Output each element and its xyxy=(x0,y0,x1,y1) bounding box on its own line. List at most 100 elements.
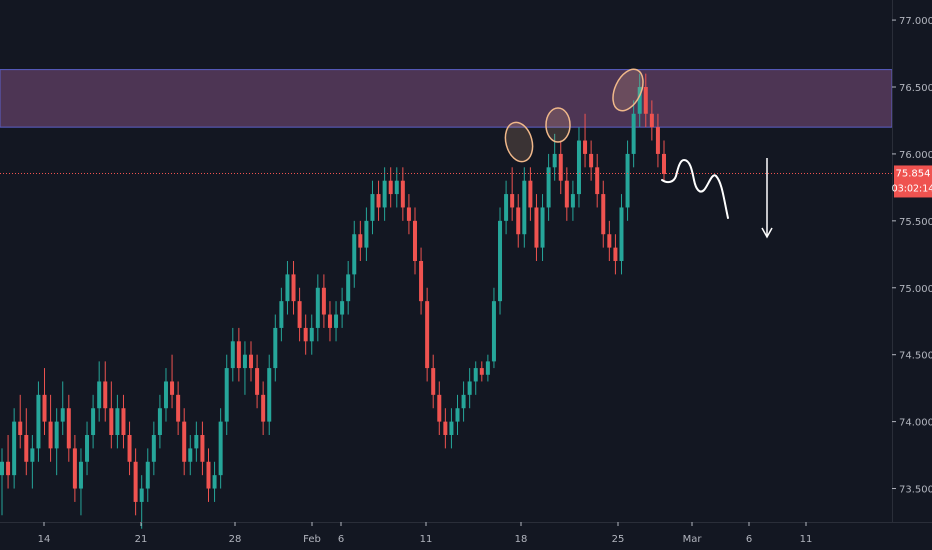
candle-body[interactable] xyxy=(570,194,575,208)
candle-body[interactable] xyxy=(394,180,399,195)
candle-body[interactable] xyxy=(619,207,624,261)
candle-body[interactable] xyxy=(431,368,436,395)
candle-body[interactable] xyxy=(655,127,660,154)
candle-body[interactable] xyxy=(109,408,114,435)
candle-body[interactable] xyxy=(364,220,369,248)
candle-body[interactable] xyxy=(607,234,612,248)
candle-body[interactable] xyxy=(291,274,296,302)
candle-body[interactable] xyxy=(625,153,630,208)
candle-body[interactable] xyxy=(236,341,241,369)
candle-body[interactable] xyxy=(382,180,387,208)
candle-body[interactable] xyxy=(540,207,545,248)
candle-body[interactable] xyxy=(558,153,563,181)
candle-body[interactable] xyxy=(206,461,211,489)
candle-body[interactable] xyxy=(443,421,448,435)
candle-body[interactable] xyxy=(576,140,581,195)
peak-circle-2[interactable] xyxy=(545,107,571,143)
candle-body[interactable] xyxy=(485,361,490,375)
candle-body[interactable] xyxy=(498,220,503,302)
candle-body[interactable] xyxy=(346,274,351,302)
candle-body[interactable] xyxy=(261,394,266,422)
candle-body[interactable] xyxy=(589,153,594,168)
candle-body[interactable] xyxy=(133,461,138,502)
candle-body[interactable] xyxy=(491,301,496,362)
candle-body[interactable] xyxy=(24,435,29,462)
candle-body[interactable] xyxy=(18,421,23,435)
candle-body[interactable] xyxy=(564,180,569,208)
candle-body[interactable] xyxy=(285,274,290,302)
candle-body[interactable] xyxy=(309,327,314,342)
candle-body[interactable] xyxy=(157,408,162,435)
candle-body[interactable] xyxy=(412,220,417,261)
candle-body[interactable] xyxy=(376,194,381,208)
candle-body[interactable] xyxy=(115,408,120,435)
candle-body[interactable] xyxy=(340,301,345,315)
candle-body[interactable] xyxy=(419,261,424,302)
candle-body[interactable] xyxy=(176,394,181,422)
candle-body[interactable] xyxy=(595,167,600,195)
candle-body[interactable] xyxy=(97,381,102,409)
candle-body[interactable] xyxy=(230,341,235,369)
candle-body[interactable] xyxy=(613,247,618,261)
candle-body[interactable] xyxy=(267,368,272,422)
candle-body[interactable] xyxy=(406,207,411,221)
candle-body[interactable] xyxy=(303,327,308,342)
candle-body[interactable] xyxy=(249,354,254,369)
candle-body[interactable] xyxy=(358,234,363,248)
candle-body[interactable] xyxy=(400,180,405,208)
candle-body[interactable] xyxy=(36,394,41,449)
candle-body[interactable] xyxy=(631,113,636,154)
candle-body[interactable] xyxy=(194,435,199,449)
candle-body[interactable] xyxy=(479,368,484,375)
candle-body[interactable] xyxy=(528,180,533,208)
candle-body[interactable] xyxy=(218,421,223,476)
candle-body[interactable] xyxy=(242,354,247,369)
candle-body[interactable] xyxy=(72,448,77,489)
peak-circle-1[interactable] xyxy=(501,119,536,164)
time-axis[interactable]: 14 21 28 Feb 6 11 18 25 Mar 6 11 xyxy=(38,522,813,545)
candle-body[interactable] xyxy=(662,153,666,174)
candle-body[interactable] xyxy=(370,194,375,221)
candle-body[interactable] xyxy=(461,394,466,409)
candle-body[interactable] xyxy=(516,207,521,235)
candle-body[interactable] xyxy=(552,153,557,168)
candle-body[interactable] xyxy=(546,167,551,208)
candle-body[interactable] xyxy=(437,394,442,422)
peak-circle-3[interactable] xyxy=(607,65,649,116)
candle-body[interactable] xyxy=(127,435,132,462)
candle-body[interactable] xyxy=(103,381,108,409)
candle-body[interactable] xyxy=(200,435,205,462)
candle-body[interactable] xyxy=(279,301,284,328)
candle-body[interactable] xyxy=(48,421,53,449)
candle-body[interactable] xyxy=(212,475,217,489)
candle-body[interactable] xyxy=(643,87,648,114)
candle-body[interactable] xyxy=(504,194,509,221)
candle-body[interactable] xyxy=(467,381,472,395)
candle-body[interactable] xyxy=(30,448,35,462)
candle-body[interactable] xyxy=(0,461,4,476)
candle-body[interactable] xyxy=(78,461,83,489)
candle-body[interactable] xyxy=(273,327,278,369)
candle-body[interactable] xyxy=(297,301,302,328)
candle-body[interactable] xyxy=(255,368,260,395)
candle-body[interactable] xyxy=(182,421,187,462)
candle-body[interactable] xyxy=(163,381,168,409)
candle-body[interactable] xyxy=(327,314,332,328)
candle-body[interactable] xyxy=(12,421,17,476)
candle-body[interactable] xyxy=(425,301,430,369)
projected-path-drawing[interactable] xyxy=(661,158,729,219)
candle-body[interactable] xyxy=(6,461,11,476)
candle-body[interactable] xyxy=(352,234,357,275)
candle-body[interactable] xyxy=(473,368,478,382)
candle-body[interactable] xyxy=(510,194,515,208)
candle-body[interactable] xyxy=(637,87,642,114)
candle-body[interactable] xyxy=(334,314,339,328)
candle-body[interactable] xyxy=(145,461,150,489)
candle-body[interactable] xyxy=(188,448,193,462)
candle-body[interactable] xyxy=(60,408,65,422)
candle-body[interactable] xyxy=(42,394,47,422)
candle-body[interactable] xyxy=(139,488,144,502)
candle-body[interactable] xyxy=(66,408,71,449)
candle-body[interactable] xyxy=(170,381,175,395)
